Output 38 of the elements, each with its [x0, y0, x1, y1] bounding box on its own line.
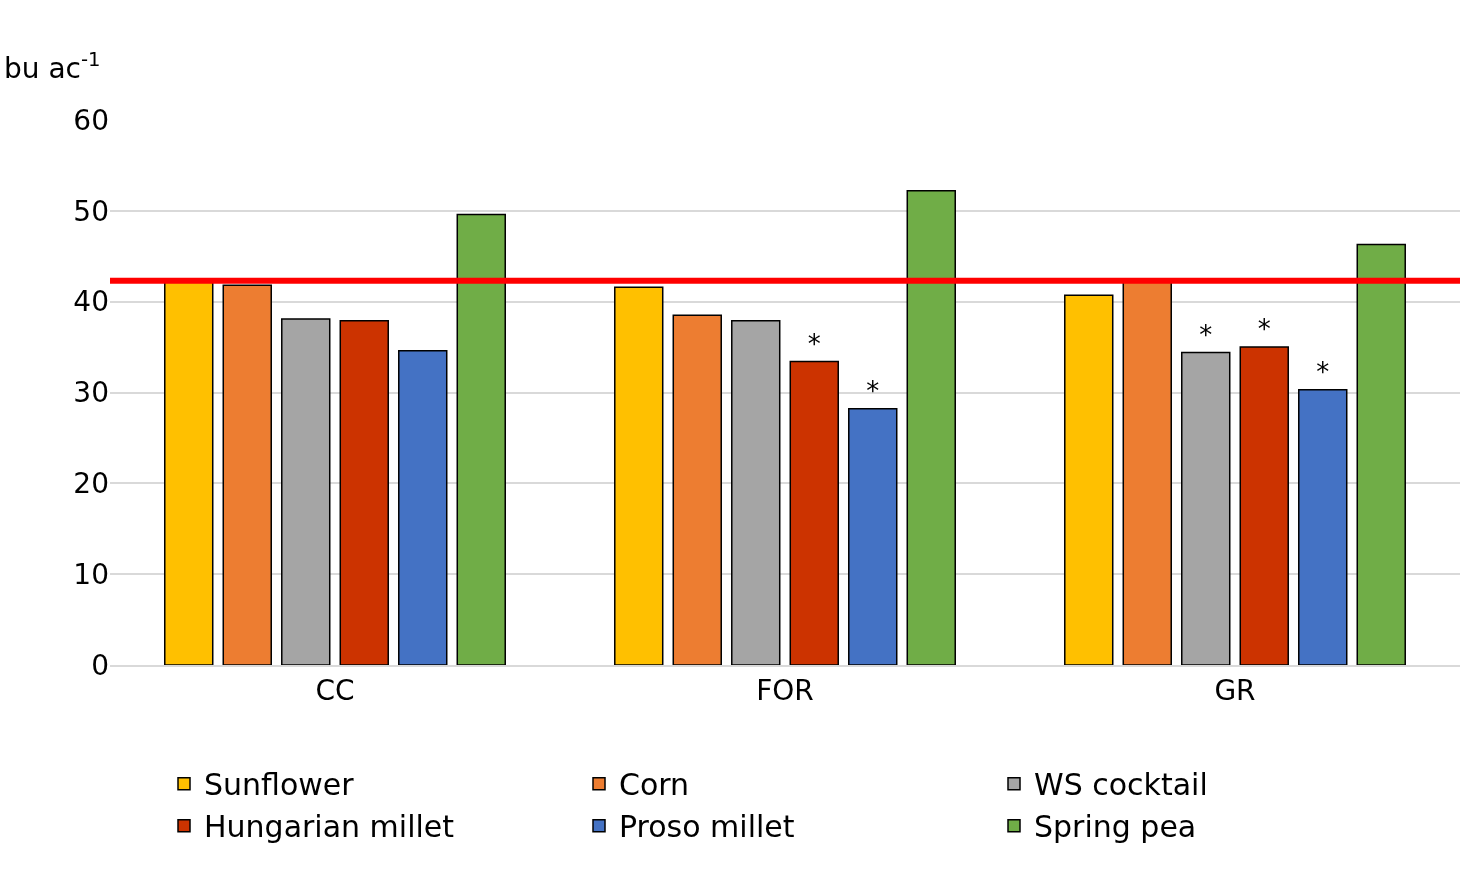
legend-label: WS cocktail — [1034, 767, 1208, 803]
y-tick-label: 20 — [73, 467, 109, 501]
y-axis-title: bu ac$^{-1}$ — [4, 48, 101, 85]
data-label: * — [807, 328, 821, 359]
legend-label: Spring pea — [1034, 809, 1197, 845]
bar — [456, 213, 506, 665]
bar — [339, 319, 389, 665]
legend-label: Sunflower — [204, 767, 355, 803]
data-label: * — [866, 375, 880, 406]
y-tick-label: 30 — [73, 376, 109, 410]
y-tick-label: 10 — [73, 557, 109, 591]
data-label: * — [1257, 314, 1271, 345]
bar — [222, 284, 272, 665]
data-label: * — [1316, 356, 1330, 387]
bar — [1239, 346, 1289, 665]
bar — [1298, 389, 1348, 665]
bar — [614, 286, 664, 665]
y-tick-label: 0 — [91, 648, 109, 682]
data-label: * — [1199, 319, 1213, 350]
y-tick-label: 60 — [73, 103, 109, 137]
bar — [731, 319, 781, 665]
bar — [848, 408, 898, 665]
x-tick-label: FOR — [756, 674, 814, 708]
bar — [1356, 243, 1406, 665]
x-tick-label: GR — [1214, 674, 1256, 708]
bar — [1181, 351, 1231, 665]
y-tick-label: 50 — [73, 194, 109, 228]
bar — [906, 190, 956, 665]
legend-label: Hungarian millet — [204, 809, 455, 845]
legend-label: Corn — [619, 767, 690, 803]
y-tick-label: 40 — [73, 285, 109, 319]
bar — [281, 318, 331, 665]
legend-label: Proso millet — [619, 809, 795, 845]
x-tick-label: CC — [315, 674, 355, 708]
bar — [789, 360, 839, 665]
bar — [1064, 294, 1114, 665]
bar — [398, 349, 448, 665]
bar — [672, 314, 722, 665]
